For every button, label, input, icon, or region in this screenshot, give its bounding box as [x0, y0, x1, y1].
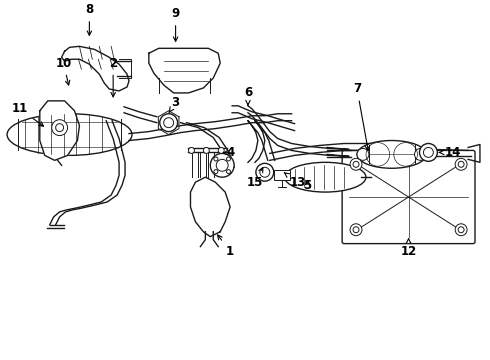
Text: 1: 1	[218, 235, 234, 258]
Circle shape	[216, 159, 228, 171]
Text: 9: 9	[172, 7, 180, 41]
Circle shape	[353, 227, 359, 233]
Circle shape	[350, 158, 362, 170]
Ellipse shape	[357, 140, 426, 168]
Text: 5: 5	[303, 179, 312, 192]
Circle shape	[160, 114, 177, 132]
Text: 7: 7	[353, 82, 369, 150]
Circle shape	[214, 170, 218, 174]
Text: 12: 12	[400, 239, 416, 258]
Text: 13: 13	[284, 173, 306, 189]
FancyBboxPatch shape	[342, 150, 475, 244]
Ellipse shape	[285, 162, 366, 192]
Circle shape	[218, 148, 224, 153]
Circle shape	[423, 148, 433, 157]
Circle shape	[455, 224, 467, 236]
Circle shape	[51, 120, 68, 136]
Circle shape	[350, 224, 362, 236]
Text: 11: 11	[12, 102, 44, 126]
Text: 6: 6	[244, 86, 252, 105]
Text: 4: 4	[223, 146, 234, 159]
Circle shape	[357, 148, 369, 160]
Circle shape	[419, 144, 437, 161]
Text: 10: 10	[55, 57, 72, 85]
Circle shape	[203, 148, 209, 153]
Circle shape	[164, 118, 173, 128]
Circle shape	[256, 163, 274, 181]
Text: 2: 2	[109, 57, 117, 97]
Polygon shape	[62, 46, 129, 91]
Ellipse shape	[7, 114, 132, 156]
Circle shape	[458, 161, 464, 167]
Circle shape	[415, 148, 426, 160]
Circle shape	[455, 158, 467, 170]
Polygon shape	[191, 177, 230, 237]
Polygon shape	[149, 48, 220, 93]
Text: 15: 15	[247, 168, 263, 189]
Circle shape	[189, 148, 195, 153]
Text: 3: 3	[169, 96, 180, 112]
Polygon shape	[40, 101, 79, 160]
Circle shape	[260, 167, 270, 177]
Text: 14: 14	[439, 146, 462, 159]
Circle shape	[458, 227, 464, 233]
Circle shape	[210, 153, 234, 177]
Circle shape	[353, 161, 359, 167]
Circle shape	[226, 170, 230, 174]
Circle shape	[214, 157, 218, 161]
Text: 8: 8	[85, 3, 94, 35]
Circle shape	[56, 124, 64, 132]
Circle shape	[226, 157, 230, 161]
Bar	[274, 170, 290, 180]
